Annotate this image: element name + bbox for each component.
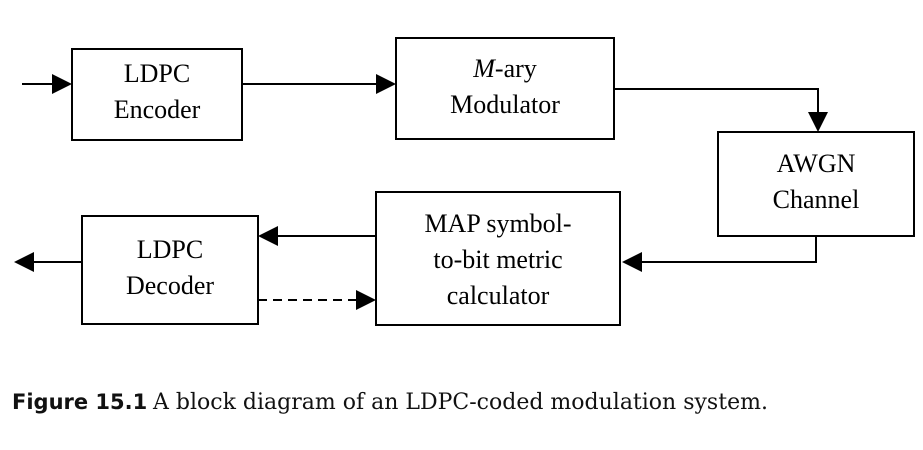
modulator-label-line2: Modulator [450,90,560,119]
ldpc-encoder-label-line2: Encoder [114,95,201,124]
awgn-channel-label-line2: Channel [773,185,860,214]
map-calculator-label-line3: calculator [447,281,550,310]
map-to-decoder-arrow [258,226,376,246]
mary-modulator-block: M-ary Modulator [395,37,615,140]
figure-caption: Figure 15.1 A block diagram of an LDPC-c… [12,389,768,415]
map-calculator-label-line2: to-bit metric [433,245,562,274]
ldpc-decoder-label-line2: Decoder [126,271,214,300]
ldpc-decoder-block: LDPC Decoder [81,215,259,325]
modulator-to-channel-arrow [614,88,828,132]
block-diagram: LDPC Encoder M-ary Modulator AWGN Channe… [14,37,915,326]
map-metric-calculator-block: MAP symbol- to-bit metric calculator [375,191,621,326]
encoder-to-modulator-arrow [242,74,396,94]
ldpc-encoder-block: LDPC Encoder [71,48,243,141]
ldpc-encoder-label-line1: LDPC [124,59,190,88]
output-arrow [14,252,82,272]
modulator-label-ary: -ary [495,54,537,83]
figure-caption-label: Figure 15.1 [12,390,148,414]
map-calculator-label-line1: MAP symbol- [424,209,571,238]
awgn-channel-block: AWGN Channel [717,131,915,237]
channel-to-map-arrow [622,236,817,272]
decoder-to-map-feedback-arrow [258,290,376,310]
input-arrow [22,74,72,94]
modulator-label-line1: M-ary [472,54,537,83]
figure-caption-text: A block diagram of an LDPC-coded modulat… [153,390,768,415]
ldpc-decoder-label-line1: LDPC [137,235,203,264]
modulator-label-italic-m: M [472,54,496,83]
awgn-channel-label-line1: AWGN [777,149,856,178]
